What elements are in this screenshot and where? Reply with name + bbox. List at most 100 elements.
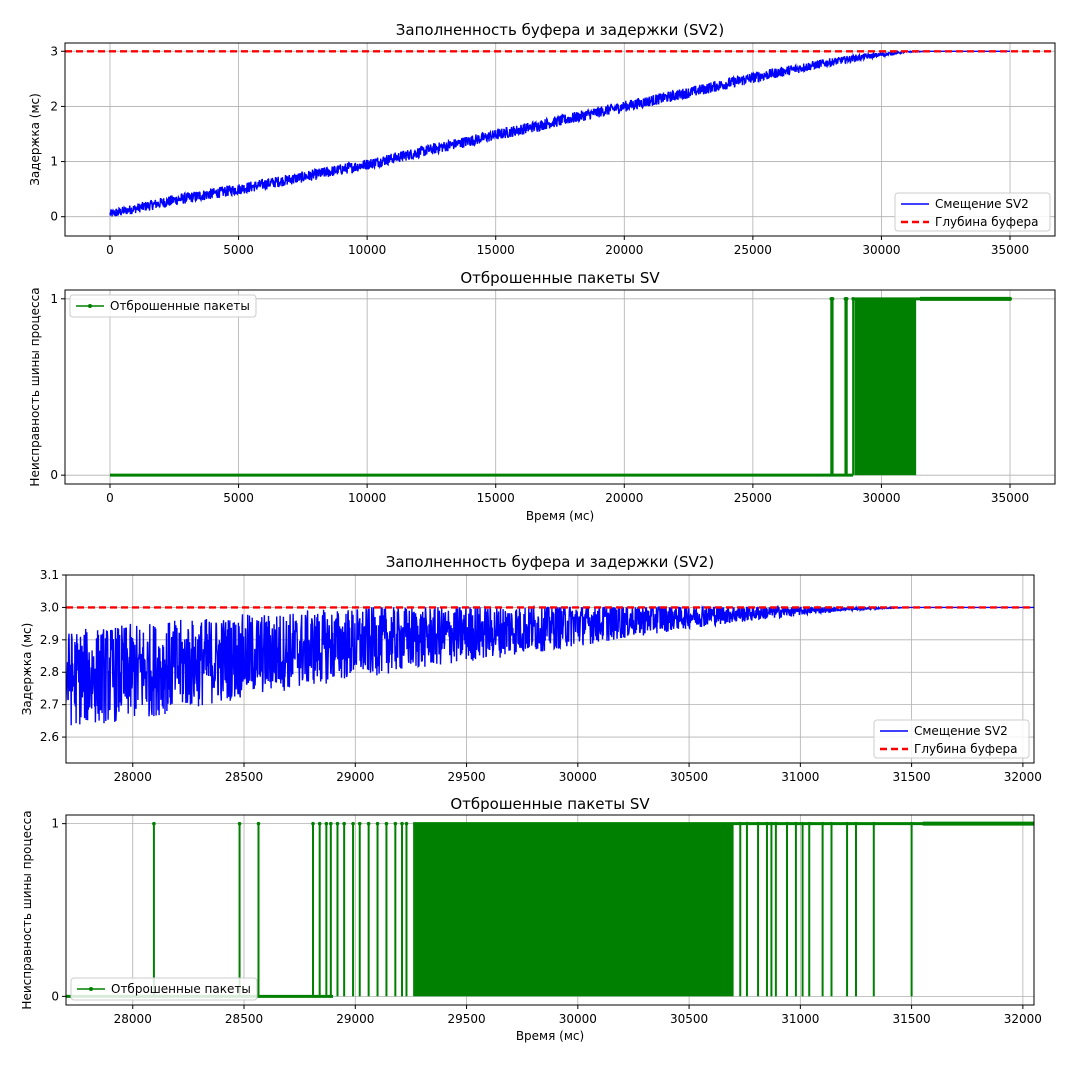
x-tick-label: 0 — [106, 491, 114, 505]
y-tick-label: 2.8 — [40, 665, 59, 679]
series-offset-line — [66, 604, 1034, 726]
series-offset-line — [109, 49, 1010, 217]
chart-panel-4: 28000 28500 29000 29500 30000 30500 31000 31500… — [20, 795, 1042, 1043]
drop-spike-marker — [324, 821, 329, 826]
legend-label: Глубина буфера — [935, 215, 1038, 229]
x-tick-label: 30000 — [862, 243, 900, 257]
x-tick-label: 35000 — [991, 243, 1029, 257]
legend-box — [873, 719, 1030, 759]
chart-title: Отброшенные пакеты SV — [450, 795, 650, 813]
x-tick-label: 25000 — [734, 491, 772, 505]
y-tick-label: 0 — [50, 468, 58, 482]
x-tick-label: 28500 — [225, 770, 263, 784]
legend-item: Смещение SV2 — [901, 197, 1029, 211]
chart-panel-1: 0 5000 10000 15000 20000 25000 30000 35000 0 1 2 3 З… — [28, 21, 1056, 257]
x-tick-label: 28500 — [225, 1012, 263, 1026]
chart-panel-3: 28000 28500 29000 29500 30000 30500 31000 31500… — [20, 553, 1042, 784]
y-tick-label: 2 — [50, 99, 58, 113]
y-tick-label: 3.1 — [40, 568, 59, 582]
x-tick-label: 31500 — [893, 1012, 931, 1026]
end-marker — [1008, 296, 1012, 301]
axes-frame — [65, 574, 1035, 764]
plot-area — [110, 296, 1012, 477]
series-dropped-packets — [66, 821, 1034, 998]
drop-spike-marker — [384, 821, 389, 826]
y-tick-label: 0 — [50, 210, 58, 224]
x-tick-label: 10000 — [348, 491, 386, 505]
x-tick-label: 28000 — [114, 1012, 152, 1026]
x-tick-label: 32000 — [1004, 770, 1042, 784]
dense-drop-region — [854, 298, 917, 476]
drop-spike-marker — [335, 821, 340, 826]
x-tick-label: 29000 — [336, 1012, 374, 1026]
legend-label: Глубина буфера — [914, 742, 1017, 756]
y-tick-label: 1 — [51, 817, 59, 831]
y-tick-label: 2.9 — [40, 633, 59, 647]
x-tick-label: 30500 — [670, 1012, 708, 1026]
drop-spike-marker — [366, 821, 371, 826]
x-tick-label: 25000 — [734, 243, 772, 257]
x-tick-label: 30000 — [862, 491, 900, 505]
x-axis-label: Время (мс) — [516, 1029, 584, 1043]
x-tick-label: 15000 — [477, 243, 515, 257]
drop-spike-marker — [311, 821, 315, 826]
y-tick-label: 3.0 — [40, 600, 59, 614]
y-axis-label: Неисправность шины процесса — [20, 810, 34, 1009]
drop-spike-marker — [237, 821, 242, 826]
x-tick-label: 29000 — [336, 770, 374, 784]
legend-box — [69, 294, 257, 318]
axes-frame — [65, 814, 1035, 1006]
drop-spike-marker — [851, 297, 855, 301]
drop-spike-marker — [152, 821, 156, 826]
y-axis-label: Задержка (мс) — [20, 623, 34, 716]
legend-item: Отброшенные пакеты — [77, 982, 251, 996]
legend-swatch-marker — [88, 304, 92, 308]
chart-title: Заполненность буфера и задержки (SV2) — [396, 21, 724, 39]
x-tick-label: 0 — [106, 243, 114, 257]
x-tick-label: 35000 — [991, 491, 1029, 505]
drop-spike-marker — [256, 821, 261, 826]
plot-area — [65, 49, 1055, 217]
drop-spike-marker — [357, 821, 362, 826]
drop-spike-marker — [404, 821, 409, 826]
x-tick-label: 31500 — [893, 770, 931, 784]
x-tick-label: 32000 — [1004, 1012, 1042, 1026]
series-dropped-packets — [110, 296, 1012, 477]
plot-area — [66, 821, 1034, 998]
legend-item: Глубина буфера — [901, 215, 1038, 229]
legend-box — [894, 192, 1051, 232]
chart-panel-2: 0 5000 10000 15000 20000 25000 30000 35000 0 1 Отб… — [28, 269, 1056, 523]
drop-spike-marker — [351, 821, 355, 826]
legend-item: Отброшенные пакеты — [76, 299, 250, 313]
x-tick-label: 15000 — [477, 491, 515, 505]
chart-title: Отброшенные пакеты SV — [460, 269, 660, 287]
legend-item: Смещение SV2 — [880, 724, 1008, 738]
drop-spike-marker — [393, 821, 398, 826]
y-tick-label: 2.7 — [40, 698, 59, 712]
x-tick-label: 29500 — [447, 770, 485, 784]
x-tick-label: 5000 — [223, 491, 254, 505]
drop-spike-marker — [317, 821, 322, 826]
drop-spike-marker — [844, 297, 849, 301]
legend-item: Глубина буфера — [880, 742, 1017, 756]
axes-frame — [64, 42, 1056, 237]
x-tick-label: 30000 — [559, 1012, 597, 1026]
y-axis-label: Неисправность шины процесса — [28, 287, 42, 486]
y-tick-label: 1 — [50, 155, 58, 169]
legend-swatch-marker — [89, 987, 93, 991]
legend: Отброшенные пакеты — [70, 977, 258, 1001]
x-tick-label: 29500 — [447, 1012, 485, 1026]
x-tick-label: 20000 — [605, 491, 643, 505]
plot-area — [66, 604, 1034, 726]
legend: Смещение SV2 Глубина буфера — [873, 719, 1030, 759]
legend-label: Смещение SV2 — [914, 724, 1008, 738]
y-tick-label: 0 — [51, 989, 59, 1003]
y-axis-label: Задержка (мс) — [28, 93, 42, 186]
y-tick-label: 3 — [50, 44, 58, 58]
x-tick-label: 31000 — [781, 1012, 819, 1026]
axes-frame — [64, 289, 1056, 485]
x-tick-label: 10000 — [348, 243, 386, 257]
y-tick-label: 2.6 — [40, 730, 59, 744]
drop-spike-marker — [342, 821, 346, 826]
